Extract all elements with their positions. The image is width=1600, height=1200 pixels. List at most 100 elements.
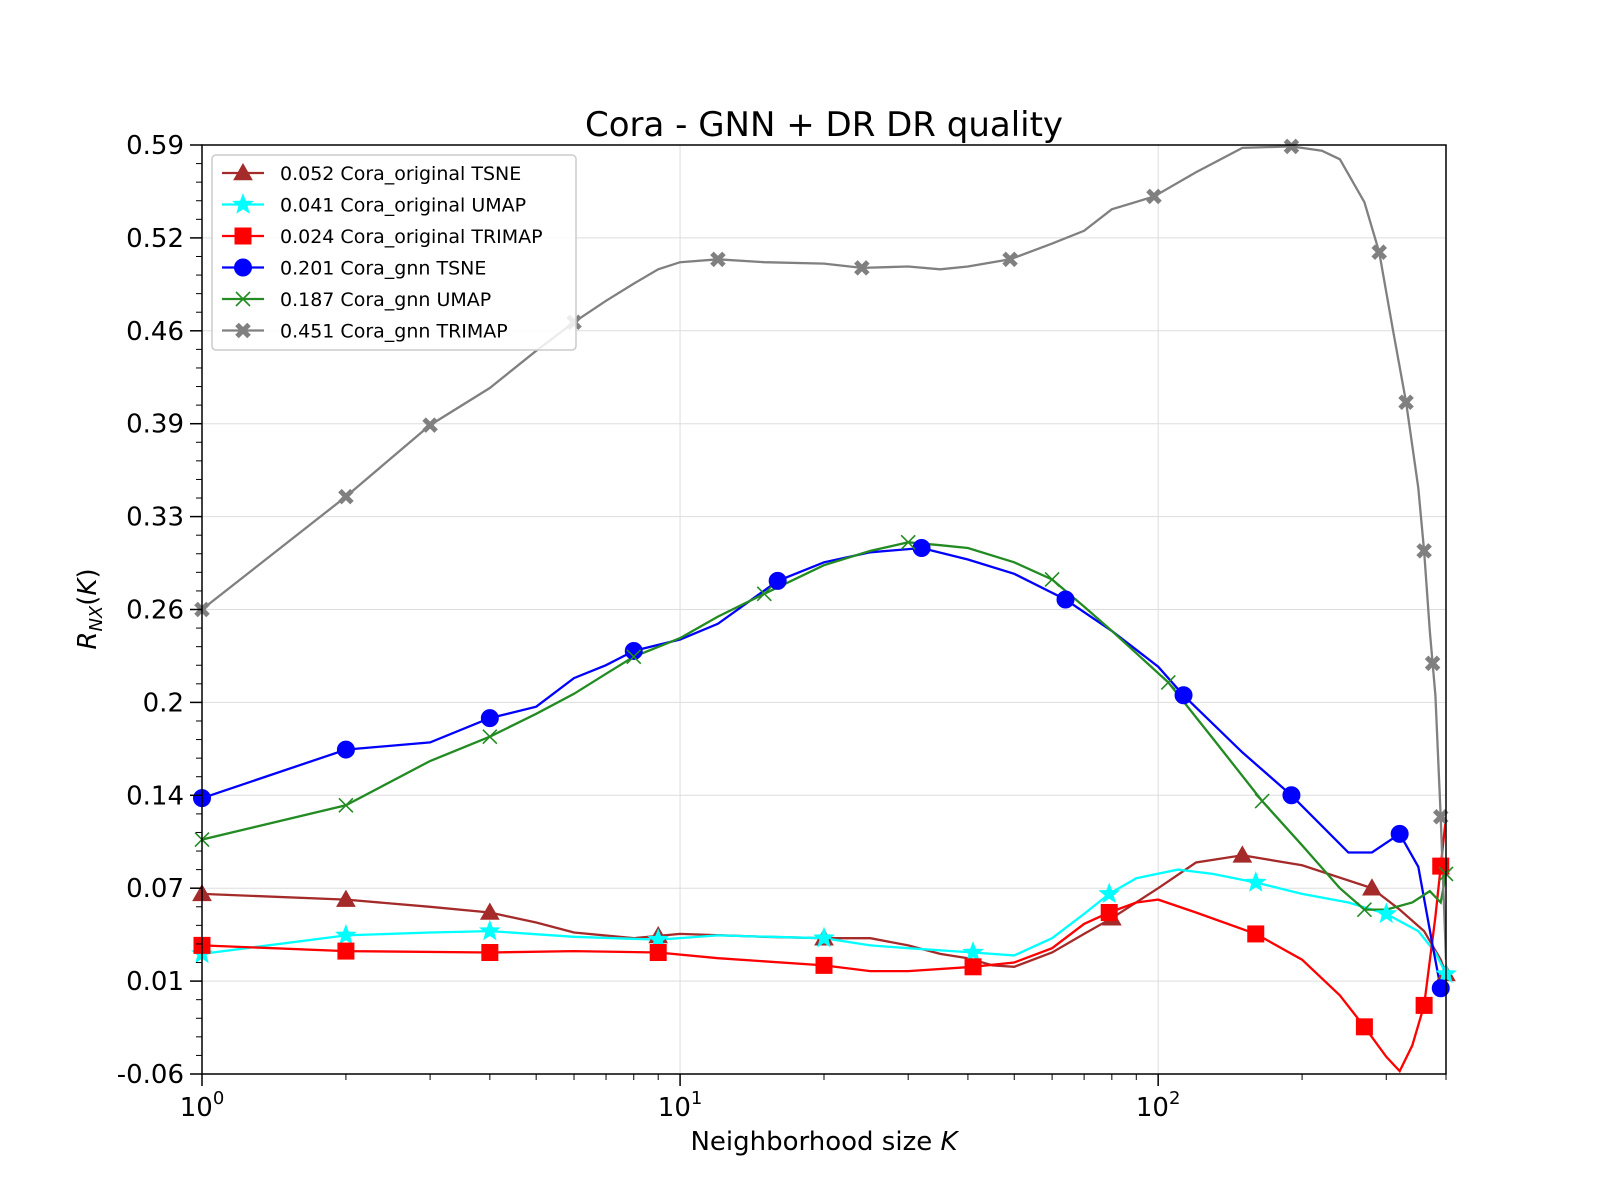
- x-tick-exp: 0: [213, 1088, 224, 1109]
- y-tick-label: 0.52: [126, 224, 184, 254]
- legend-series-6-label: 0.451 Cora_gnn TRIMAP: [280, 321, 508, 343]
- x-tick-exp: 2: [1169, 1088, 1180, 1109]
- legend: 0.052 Cora_original TSNE 0.041 Cora_origi…: [211, 154, 577, 351]
- x-tick-label: 100: [180, 1088, 225, 1123]
- legend-series-3-label: 0.024 Cora_original TRIMAP: [280, 226, 543, 248]
- series-3-point: [1247, 925, 1265, 943]
- series-3-point: [815, 956, 833, 974]
- y-tick-label: 0.33: [126, 503, 184, 533]
- series-2-point: [1375, 902, 1398, 924]
- series-4-point: [624, 641, 643, 660]
- series-3-point: [649, 944, 667, 962]
- y-tick-label: 0.07: [126, 874, 184, 904]
- x-tick-base: 10: [1136, 1093, 1169, 1123]
- series-6-point: [1432, 808, 1449, 825]
- legend-series-5-marker: [235, 291, 251, 307]
- legend-series-2-marker: [232, 193, 254, 214]
- series-6-point: [1398, 394, 1414, 411]
- series-2-point: [1098, 882, 1121, 904]
- legend-series-6-marker: [235, 322, 251, 339]
- x-axis: 100 101 102: [180, 1074, 1447, 1123]
- series-2-point: [647, 928, 670, 949]
- series-5-point: [900, 534, 916, 550]
- legend-series-5-label: 0.187 Cora_gnn UMAP: [280, 289, 491, 311]
- y-axis-title-r: R: [73, 632, 103, 650]
- legend-series-3-marker: [234, 227, 252, 245]
- series-6-point: [710, 251, 726, 268]
- series-6-point: [1424, 655, 1441, 672]
- y-tick-label: 0.59: [126, 131, 184, 161]
- series-6-point: [854, 260, 870, 276]
- legend-series-4-marker: [234, 258, 252, 277]
- x-tick-exp: 1: [691, 1088, 702, 1109]
- x-tick-base: 10: [658, 1093, 691, 1123]
- series-2-line: [202, 868, 1446, 975]
- y-tick-label: 0.2: [143, 688, 184, 718]
- series-1-point: [479, 902, 500, 920]
- y-axis: 0.59 0.52 0.46 0.39 0.33 0.26 0.2 0.14 0.07 0.01 -…: [117, 131, 202, 1090]
- x-tick-base: 10: [180, 1093, 213, 1123]
- series-6-point: [1371, 244, 1387, 260]
- series-6-point: [338, 488, 354, 505]
- series-4-point: [1174, 686, 1193, 705]
- series-5-point: [338, 797, 354, 813]
- series-3-point: [1415, 996, 1433, 1014]
- series-5-point: [1044, 571, 1060, 588]
- series-1-line: [202, 854, 1446, 975]
- series-6-point: [1146, 188, 1162, 205]
- y-tick-label: -0.06: [117, 1060, 184, 1090]
- series-4-line: [202, 546, 1446, 990]
- y-axis-title-sub: NX: [86, 605, 107, 631]
- y-tick-label: 0.39: [126, 410, 184, 440]
- series-4-point: [1390, 824, 1409, 843]
- series-4-point: [1282, 786, 1301, 805]
- series-4-point: [768, 571, 787, 590]
- x-tick-label: 101: [658, 1088, 703, 1123]
- series-2-point: [962, 941, 984, 962]
- series-5-point: [1356, 902, 1372, 918]
- series-3-point: [964, 958, 982, 976]
- series-6-point: [1002, 251, 1018, 268]
- y-tick-label: 0.26: [126, 596, 184, 626]
- series-2-point: [1244, 871, 1267, 892]
- y-tick-label: 0.14: [126, 781, 184, 811]
- series-5-point: [756, 586, 772, 602]
- chart-title: Cora - GNN + DR DR quality: [585, 105, 1063, 145]
- legend-series-1-label: 0.052 Cora_original TSNE: [280, 163, 521, 185]
- series-2-point: [478, 919, 501, 941]
- series-6-point: [422, 417, 438, 433]
- legend-series-1-marker: [233, 162, 253, 181]
- y-tick-label: 0.01: [126, 967, 184, 997]
- series-1-point: [1362, 878, 1382, 896]
- series-4-point: [480, 709, 499, 728]
- series-6-point: [1416, 543, 1432, 559]
- x-axis-title-main: Neighborhood size: [690, 1127, 940, 1157]
- x-tick-label: 102: [1136, 1088, 1181, 1123]
- legend-series-2-label: 0.041 Cora_original UMAP: [280, 195, 526, 217]
- series-1-point: [336, 889, 356, 907]
- series-3-point: [337, 942, 355, 960]
- series-4-point: [912, 539, 931, 558]
- y-axis-title-k: K: [73, 577, 103, 596]
- legend-box: [211, 154, 577, 351]
- y-axis-title: RNX(K): [73, 568, 107, 649]
- series-5-line: [202, 541, 1446, 911]
- series-5-point: [1254, 793, 1270, 809]
- series-2-point: [813, 926, 835, 948]
- series-4-point: [336, 740, 355, 759]
- series-3-point: [481, 944, 499, 962]
- series-2-point: [335, 923, 357, 945]
- x-axis-title: Neighborhood size K: [690, 1127, 959, 1157]
- series-5-point: [626, 649, 642, 665]
- series-4-point: [1431, 979, 1450, 998]
- y-axis-title-close: ): [73, 568, 103, 578]
- series-5-point: [482, 729, 498, 745]
- series-3-point: [1432, 857, 1450, 875]
- y-tick-label: 0.46: [126, 317, 184, 347]
- series-3-point: [1355, 1018, 1373, 1036]
- series-5-point: [1160, 674, 1176, 690]
- series-1-point: [1232, 845, 1253, 863]
- y-axis-title-open: (: [73, 596, 103, 606]
- x-axis-title-k: K: [940, 1127, 959, 1157]
